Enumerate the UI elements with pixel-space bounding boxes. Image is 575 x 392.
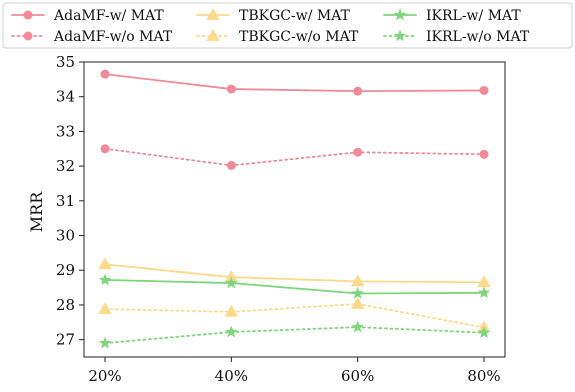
plot-area — [83, 61, 506, 358]
legend-label-tbkgc-w-mat: TBKGC-w/ MAT — [239, 8, 351, 24]
y-tick-label-32: 32 — [56, 157, 75, 175]
legend-marker-ikrl-w-o-mat — [393, 29, 407, 42]
y-axis: 27 28 29 30 31 32 33 34 35 — [56, 53, 84, 349]
legend-marker-tbkgc-w-mat — [206, 8, 220, 20]
data-point-ikrl-w-mat-2 — [351, 286, 364, 299]
legend-item-adamf-w-o-mat: AdaMF-w/o MAT — [11, 29, 173, 45]
y-tick-label-34: 34 — [56, 88, 75, 106]
x-tick-label-1: 40% — [215, 367, 248, 385]
series-tbkgc-w-o-mat — [98, 296, 491, 333]
legend-item-adamf-w-mat: AdaMF-w/ MAT — [11, 8, 164, 24]
legend-item-tbkgc-w-mat: TBKGC-w/ MAT — [196, 8, 351, 24]
data-point-adamf-w-mat-3 — [479, 85, 489, 95]
legend-item-tbkgc-w-o-mat: TBKGC-w/o MAT — [196, 29, 359, 45]
legend-item-ikrl-w-mat: IKRL-w/ MAT — [383, 8, 521, 24]
legend-marker-tbkgc-w-o-mat — [206, 29, 220, 41]
legend-label-tbkgc-w-o-mat: TBKGC-w/o MAT — [239, 29, 359, 45]
legend: AdaMF-w/ MAT AdaMF-w/o MAT TBKGC-w/ MAT TBK… — [2, 2, 573, 49]
data-point-tbkgc-w-mat-3 — [477, 275, 491, 288]
series-adamf-w-mat — [100, 69, 489, 96]
legend-label-adamf-w-mat: AdaMF-w/ MAT — [53, 8, 164, 24]
legend-label-ikrl-w-o-mat: IKRL-w/o MAT — [426, 29, 530, 45]
series-line-adamf-w-o-mat — [104, 147, 485, 167]
x-tick-label-0: 20% — [88, 367, 121, 385]
data-point-tbkgc-w-o-mat-1 — [224, 304, 238, 317]
data-point-ikrl-w-mat-0 — [98, 273, 112, 286]
x-tick-label-3: 80% — [467, 367, 500, 385]
y-tick-label-28: 28 — [56, 296, 75, 314]
y-tick-label-29: 29 — [56, 261, 75, 279]
data-point-adamf-w-mat-0 — [100, 69, 110, 79]
data-point-tbkgc-w-mat-2 — [351, 274, 365, 287]
y-tick-label-33: 33 — [56, 122, 75, 140]
series-line-tbkgc-w-o-mat — [104, 302, 485, 329]
data-point-tbkgc-w-o-mat-0 — [98, 302, 112, 315]
data-point-ikrl-w-o-mat-3 — [477, 326, 491, 338]
series-line-ikrl-w-mat — [104, 279, 485, 295]
data-point-ikrl-w-mat-3 — [477, 286, 491, 299]
series-adamf-w-o-mat — [100, 144, 489, 170]
legend-marker-ikrl-w-mat — [393, 8, 407, 21]
y-tick-label-27: 27 — [56, 331, 75, 349]
y-axis-label: MRR — [27, 191, 46, 232]
data-point-adamf-w-o-mat-2 — [353, 147, 363, 157]
data-point-adamf-w-mat-2 — [353, 86, 363, 96]
series-ikrl-w-o-mat — [98, 320, 491, 349]
data-point-ikrl-w-o-mat-1 — [225, 325, 238, 338]
data-point-adamf-w-o-mat-0 — [100, 144, 110, 154]
plot-frame — [83, 61, 506, 358]
legend-marker-adamf-w-o-mat — [23, 31, 33, 41]
x-axis: 20% 40% 60% 80% — [88, 357, 501, 385]
data-point-adamf-w-o-mat-1 — [226, 160, 236, 170]
legend-label-adamf-w-o-mat: AdaMF-w/o MAT — [53, 29, 173, 45]
y-tick-label-30: 30 — [56, 227, 75, 245]
data-point-ikrl-w-o-mat-0 — [98, 336, 112, 349]
series-line-ikrl-w-o-mat — [104, 326, 485, 345]
data-point-tbkgc-w-mat-0 — [98, 257, 112, 270]
series-tbkgc-w-mat — [98, 257, 491, 288]
data-point-tbkgc-w-mat-1 — [224, 270, 238, 283]
x-tick-label-2: 60% — [341, 367, 374, 385]
series-line-adamf-w-mat — [104, 73, 485, 93]
y-tick-label-31: 31 — [56, 192, 75, 210]
data-point-adamf-w-mat-1 — [226, 84, 236, 94]
data-point-adamf-w-o-mat-3 — [479, 149, 489, 159]
data-point-ikrl-w-o-mat-2 — [351, 320, 364, 333]
series-line-tbkgc-w-mat — [104, 263, 485, 284]
legend-label-ikrl-w-mat: IKRL-w/ MAT — [426, 8, 521, 24]
legend-item-ikrl-w-o-mat: IKRL-w/o MAT — [383, 29, 530, 45]
data-point-ikrl-w-mat-1 — [225, 276, 238, 289]
series-ikrl-w-mat — [98, 273, 491, 299]
legend-frame — [2, 2, 573, 49]
data-point-tbkgc-w-o-mat-2 — [351, 296, 365, 309]
y-tick-label-35: 35 — [56, 53, 75, 71]
legend-marker-adamf-w-mat — [23, 10, 33, 20]
